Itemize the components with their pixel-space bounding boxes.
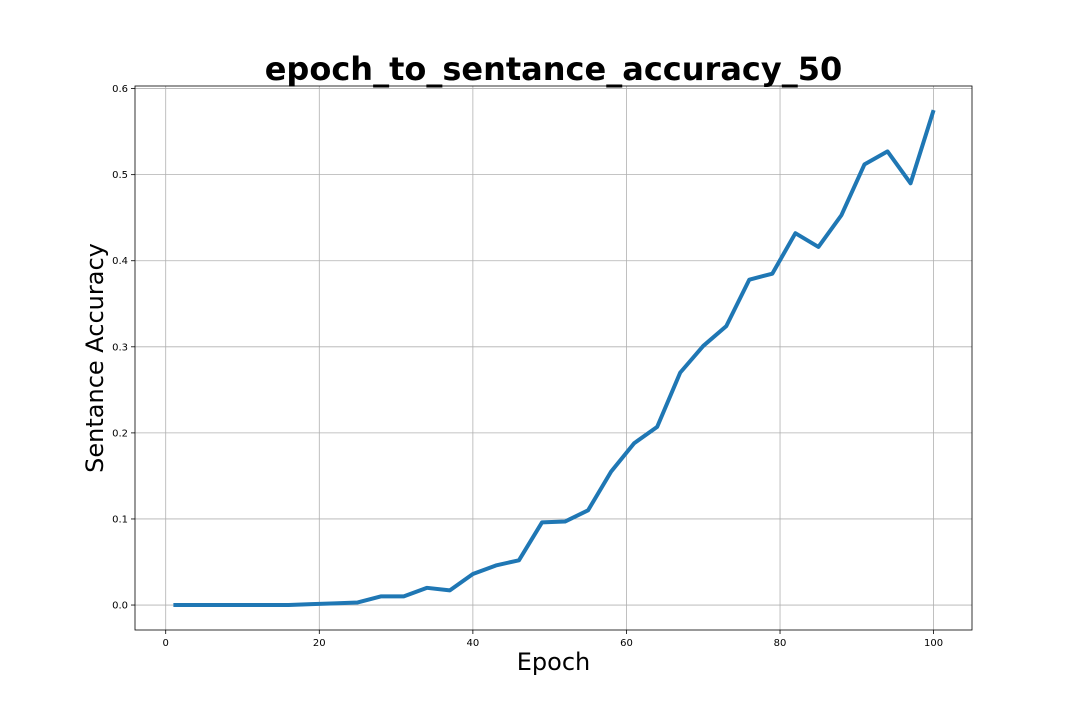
x-tick-label: 20 [313, 638, 326, 649]
y-tick-label: 0.3 [112, 342, 128, 353]
x-tick-label: 0 [163, 638, 169, 649]
series-layer [173, 109, 936, 608]
grid [135, 86, 972, 630]
y-axis-label: Sentance Accuracy [81, 243, 109, 473]
y-tick-label: 0.4 [112, 256, 128, 267]
y-tick-label: 0.5 [112, 170, 128, 181]
x-axis-label: Epoch [517, 648, 591, 676]
y-tick-label: 0.6 [112, 84, 128, 95]
x-tick-label: 40 [467, 638, 480, 649]
x-tick-label: 100 [924, 638, 943, 649]
y-tick-label: 0.0 [112, 601, 128, 612]
plot-frame [134, 85, 973, 631]
y-tick-label: 0.2 [112, 428, 128, 439]
x-tick-label: 60 [620, 638, 633, 649]
y-tick-label: 0.1 [112, 514, 128, 525]
chart-title: epoch_to_sentance_accuracy_50 [265, 50, 843, 88]
x-tick-label: 80 [774, 638, 787, 649]
ticks: 0 20 40 60 80 100 0.0 0.1 0.2 0.3 0.4 0.5 0.6 [112, 84, 943, 649]
series-line [173, 109, 936, 608]
